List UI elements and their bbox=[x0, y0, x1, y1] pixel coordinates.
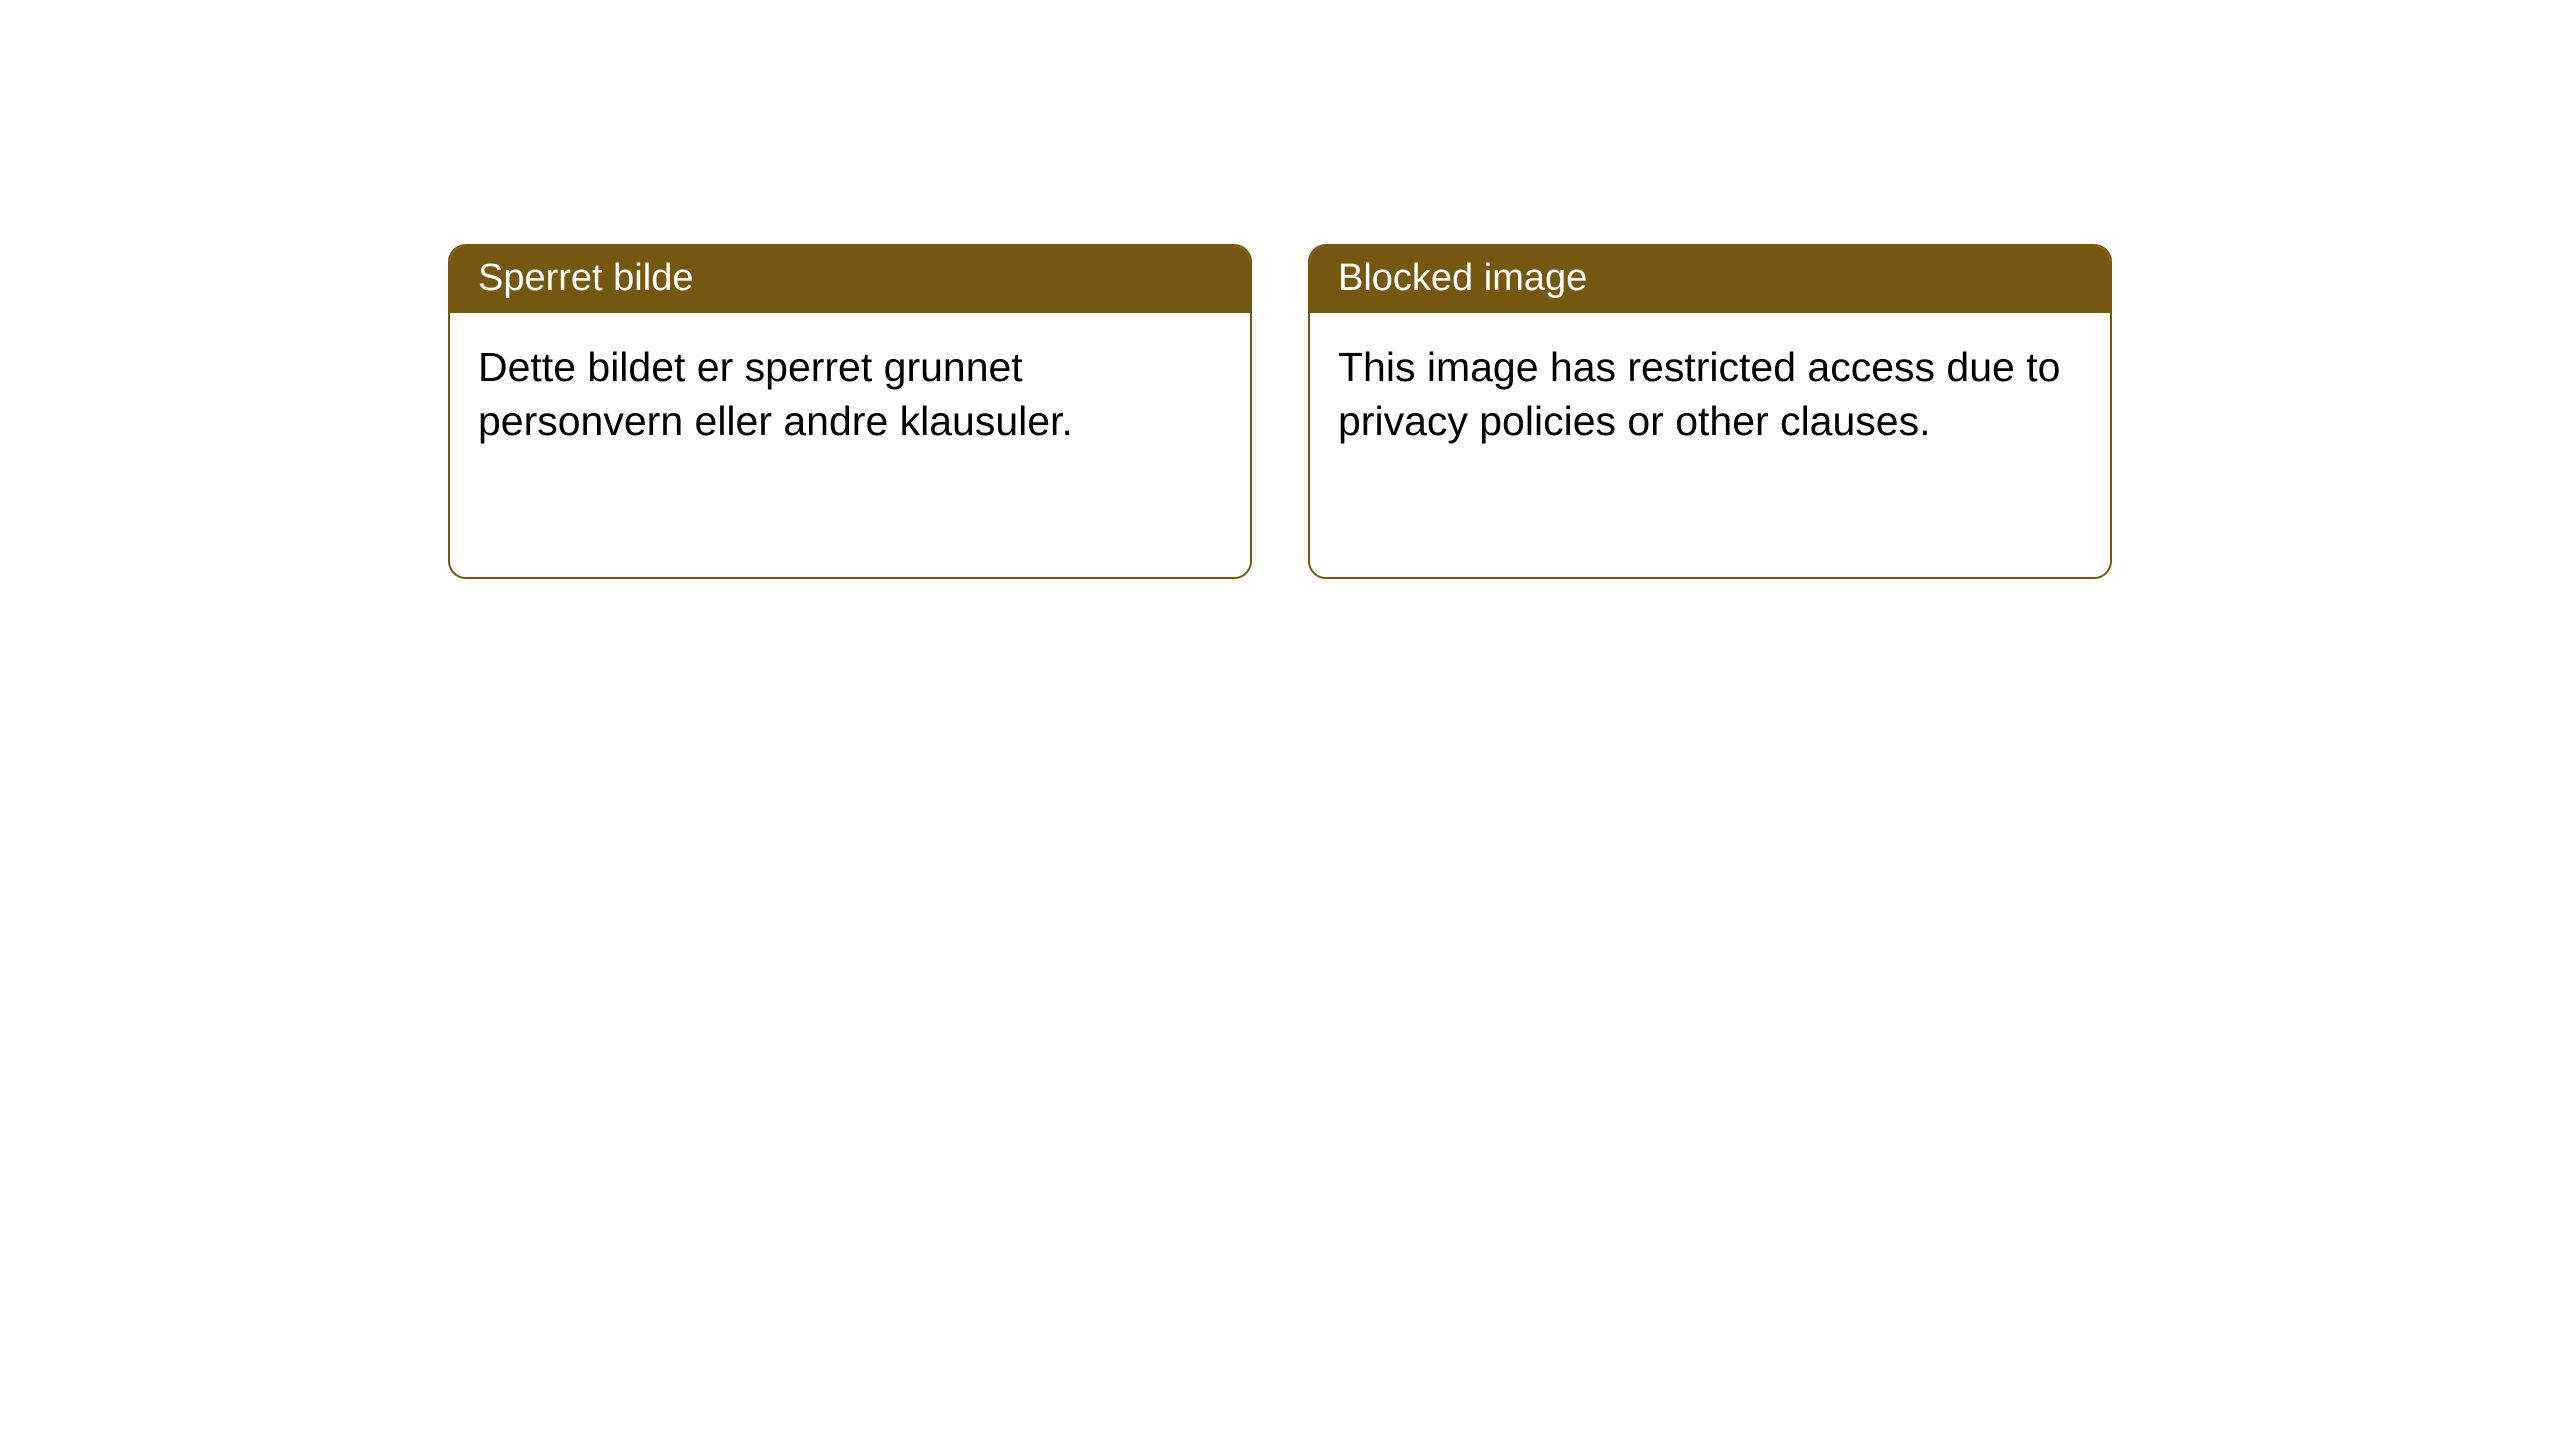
notice-cards-container: Sperret bilde Dette bildet er sperret gr… bbox=[448, 244, 2112, 579]
notice-card-norwegian: Sperret bilde Dette bildet er sperret gr… bbox=[448, 244, 1252, 579]
notice-card-title: Sperret bilde bbox=[450, 246, 1250, 313]
notice-card-english: Blocked image This image has restricted … bbox=[1308, 244, 2112, 579]
notice-card-body: Dette bildet er sperret grunnet personve… bbox=[450, 313, 1250, 577]
notice-card-title: Blocked image bbox=[1310, 246, 2110, 313]
notice-card-body: This image has restricted access due to … bbox=[1310, 313, 2110, 577]
